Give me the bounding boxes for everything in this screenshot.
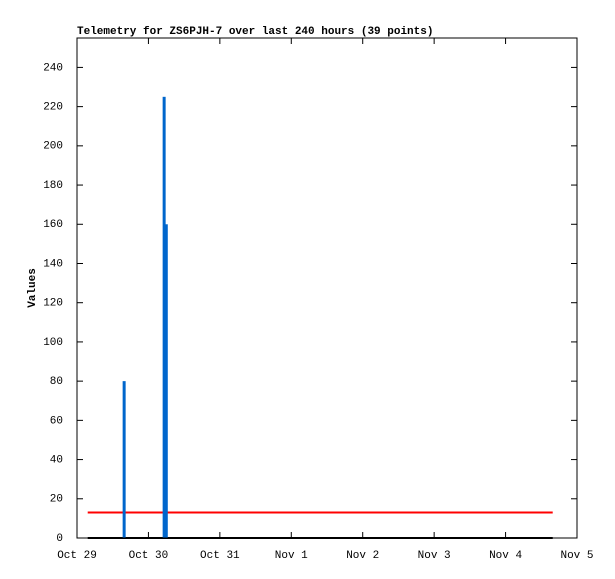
x-tick-label: Nov 4 <box>489 550 522 562</box>
y-tick-label: 0 <box>56 533 63 545</box>
x-tick-label: Nov 1 <box>275 550 308 562</box>
y-tick-label: 220 <box>43 102 63 114</box>
x-tick-label: Nov 3 <box>418 550 451 562</box>
y-tick-label: 20 <box>50 494 63 506</box>
y-tick-label: 80 <box>50 376 63 388</box>
bar <box>164 224 168 538</box>
bar <box>122 381 126 538</box>
chart-title: Telemetry for ZS6PJH-7 over last 240 hou… <box>77 26 433 38</box>
y-tick-label: 160 <box>43 219 63 231</box>
y-tick-label: 200 <box>43 141 63 153</box>
x-tick-label: Nov 2 <box>346 550 379 562</box>
y-tick-label: 120 <box>43 298 63 310</box>
y-tick-label: 40 <box>50 454 63 466</box>
y-tick-label: 60 <box>50 415 63 427</box>
y-tick-label: 140 <box>43 258 63 270</box>
plot-frame <box>76 37 578 539</box>
y-tick-label: 180 <box>43 180 63 192</box>
bar <box>162 96 166 538</box>
y-tick-label: 100 <box>43 337 63 349</box>
y-axis-label: Values <box>27 268 39 308</box>
y-tick-label: 240 <box>43 62 63 74</box>
x-tick-label: Oct 30 <box>129 550 169 562</box>
x-tick-label: Oct 29 <box>57 550 97 562</box>
x-tick-label: Nov 5 <box>560 550 593 562</box>
x-tick-label: Oct 31 <box>200 550 240 562</box>
